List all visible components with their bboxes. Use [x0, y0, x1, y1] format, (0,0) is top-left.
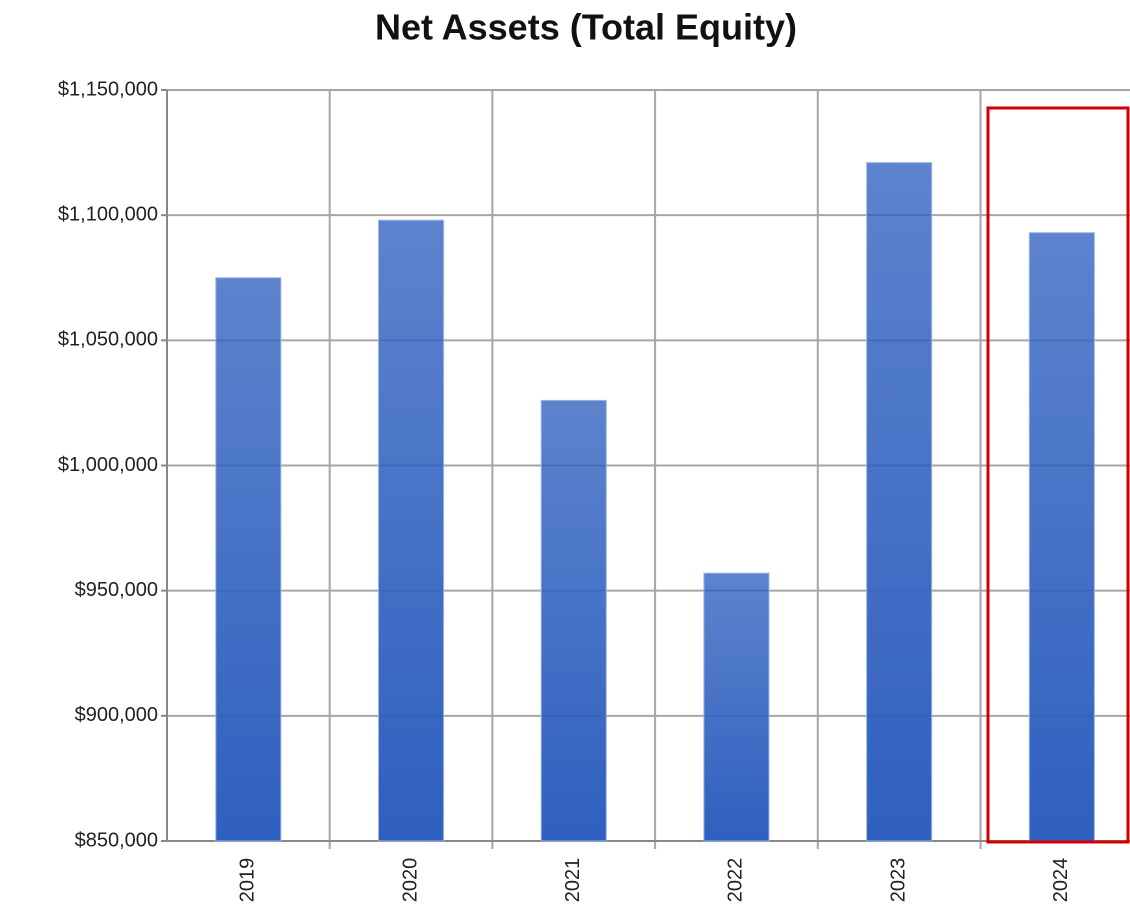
y-tick-label: $850,000 [75, 829, 158, 851]
x-tick-label: 2020 [399, 858, 421, 903]
bar [215, 277, 282, 842]
bar [866, 162, 933, 842]
y-tick-label: $1,150,000 [58, 78, 158, 100]
x-tick-label: 2021 [562, 858, 584, 903]
y-tick-label: $950,000 [75, 579, 158, 601]
y-tick-label: $1,050,000 [58, 329, 158, 351]
chart-title: Net Assets (Total Equity) [375, 7, 797, 48]
bar [378, 219, 445, 842]
x-tick-label: 2023 [887, 858, 909, 903]
bar [1028, 232, 1095, 842]
y-tick-label: $900,000 [75, 704, 158, 726]
y-tick-label: $1,100,000 [58, 203, 158, 225]
y-tick-label: $1,000,000 [58, 454, 158, 476]
x-tick-label: 2019 [237, 858, 259, 903]
bar [540, 399, 607, 842]
bar [703, 572, 770, 842]
x-tick-label: 2024 [1050, 858, 1072, 903]
x-tick-label: 2022 [725, 858, 747, 903]
highlight-box [986, 106, 1130, 844]
